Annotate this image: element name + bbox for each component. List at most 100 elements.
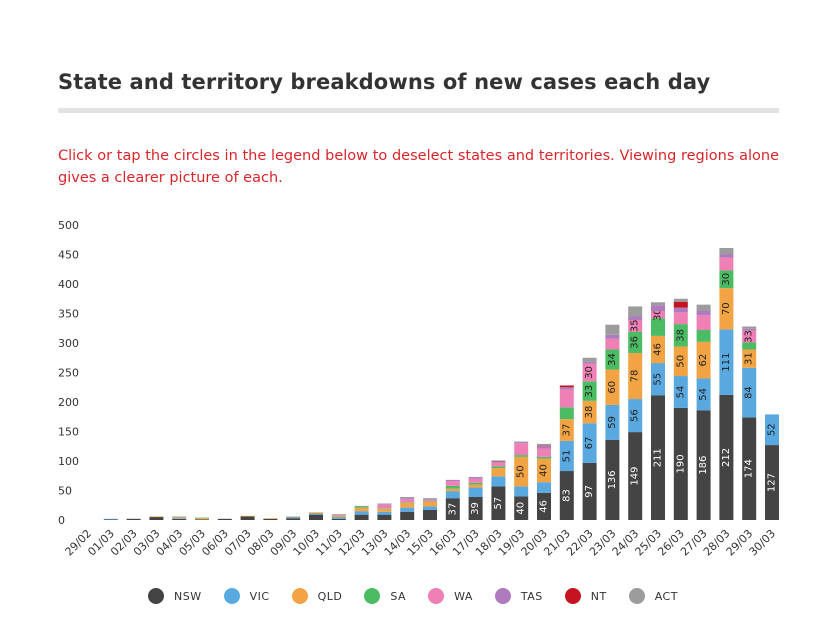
bar-segment-sa [537,456,551,459]
bar-segment-tas [742,328,757,331]
bar-segment-qld [423,501,437,507]
legend-dot-tas[interactable] [494,588,511,604]
bar-segment-vic [514,486,529,497]
legend-label: ACT [654,589,678,603]
legend-item-tas[interactable]: TAS [494,588,543,604]
bar-segment-vic [400,507,415,512]
bar-segment-qld [354,507,369,512]
data-label: 59 [607,416,618,429]
data-label: 39 [470,502,481,515]
bar-segment-vic [423,506,437,510]
data-label: 37 [447,503,458,516]
bar-segment-tas [559,387,574,390]
bar-segment-qld [696,341,711,379]
bar-segment-nsw [742,417,757,520]
bar-segment-vic [605,404,620,440]
bar-segment-wa [331,514,346,516]
bar-segment-qld [582,400,597,424]
legend-item-sa[interactable]: SA [364,588,406,604]
bar-segment-sa [423,501,437,502]
bar-segment-tas [491,462,506,463]
bar-segment-vic [719,329,734,395]
instruction-note: Click or tap the circles in the legend b… [58,148,779,186]
bar-segment-nsw [468,496,483,520]
bar-segment-vic [286,517,301,519]
y-tick-label: 100 [58,455,79,468]
bar-segment-qld [514,456,529,487]
bar-segment-nsw [445,498,460,520]
data-label: 33 [744,330,755,343]
bar-segment-vic [765,414,779,446]
bar-segment-nt [491,461,506,463]
bar-segment-sa [628,331,643,354]
bar-segment-nsw [195,519,209,520]
bar-segment-nsw [149,517,164,520]
bar-segment-act [468,476,483,478]
data-label: 36 [630,336,641,349]
data-label: 30 [653,308,664,321]
bar-segment-qld [331,515,346,518]
bar-segment-qld [673,346,688,377]
bar-segment-vic [673,376,688,408]
data-label: 78 [630,370,641,383]
legend-dot-sa[interactable] [364,588,381,604]
bar-segment-tas [445,479,460,482]
bar-segment-qld [240,515,255,517]
legend-dot-wa[interactable] [428,588,445,604]
bar-segment-wa [605,338,620,350]
y-tick-label: 300 [58,337,79,350]
bar-segment-wa [445,481,460,486]
legend-item-wa[interactable]: WA [428,588,473,604]
bar-segment-nsw [354,514,369,520]
bar-segment-vic [628,399,643,433]
legend-dot-nt[interactable] [564,588,581,604]
bar-segment-tas [651,305,665,312]
bar-segment-sa [696,330,711,342]
bar-segment-act [673,298,688,302]
bar-segment-vic [331,517,346,519]
bar-segment-wa [491,462,506,467]
legend-dot-qld[interactable] [291,588,308,604]
bar-segment-sa [172,517,187,518]
bar-segment-qld [172,517,187,519]
bar-segment-wa [719,257,734,271]
bar-segment-qld [263,518,278,519]
legend-item-act[interactable]: ACT [628,588,678,604]
data-label: 50 [675,355,686,368]
data-label: 67 [584,437,595,450]
legend-item-nsw[interactable]: NSW [148,588,202,604]
bar-segment-sa [514,455,529,457]
data-label: 84 [744,386,755,399]
legend-dot-act[interactable] [628,588,645,604]
bar-segment-wa [537,448,551,457]
data-label: 57 [493,497,504,510]
legend-dot-nsw[interactable] [148,588,165,604]
data-label: 33 [584,385,595,398]
data-label: 40 [516,502,527,515]
bar-segment-tas [673,307,688,313]
bar-segment-sa [605,349,620,370]
bar-segment-tas [696,310,711,316]
y-tick-label: 150 [58,426,79,439]
bar-segment-act [400,496,415,499]
y-tick-label: 200 [58,396,79,409]
legend-item-vic[interactable]: VIC [223,588,270,604]
legend-dot-vic[interactable] [223,588,240,604]
data-label: 30 [721,273,732,286]
bar-segment-tas [582,361,597,364]
legend-item-qld[interactable]: QLD [291,588,343,604]
bar-segment-nsw [423,509,437,520]
data-label: 54 [698,388,709,401]
bar-segment-sa [331,515,346,516]
legend-item-nt[interactable]: NT [564,588,607,604]
y-tick-label: 500 [58,219,79,232]
bar-segment-tas [400,498,415,500]
bar-segment-nt [559,385,574,388]
data-label: 51 [561,450,572,463]
bar-segment-qld [468,484,483,488]
bar-segment-qld [445,488,460,492]
bar-segment-vic [377,511,392,515]
bar-segment-vic [103,518,118,520]
data-label: 38 [584,406,595,419]
data-label: 174 [744,459,755,478]
